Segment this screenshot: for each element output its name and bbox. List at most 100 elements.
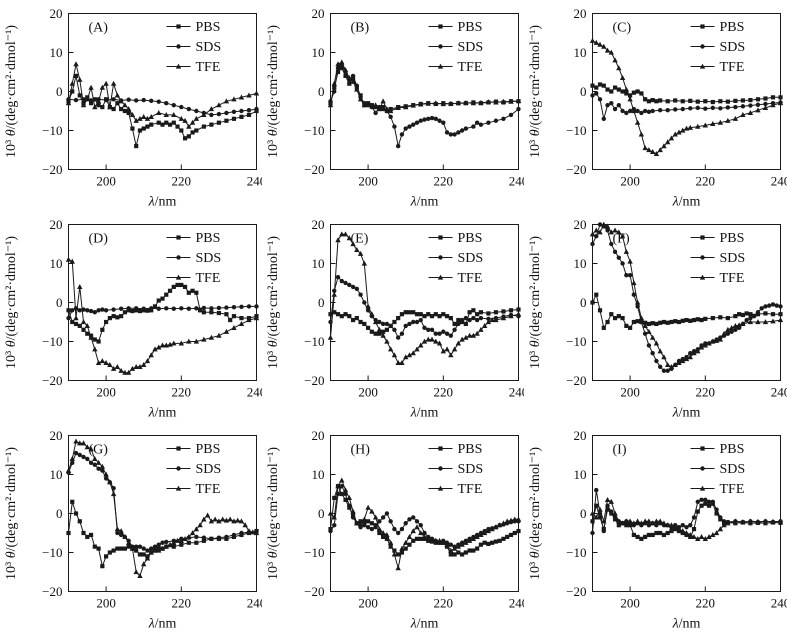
series-PBS-point [605,87,610,92]
series-SDS-point [422,117,427,122]
legend-label-PBS: PBS [196,20,221,35]
series-TFE-point [604,496,611,502]
series-SDS-point [688,106,693,111]
series-TFE-point [489,317,495,323]
series-PBS-point [661,532,667,538]
series-PBS-point [639,91,644,96]
series-SDS-point [224,534,229,540]
series-SDS-point [654,523,659,528]
series-TFE-point [403,539,409,545]
series-SDS-point [471,124,476,129]
legend-item-TFE: TFE [428,271,482,286]
series-PBS-point [224,312,229,317]
series-TFE-point [144,555,151,561]
series-SDS-point [414,519,420,524]
series-TFE-point [418,342,424,348]
series-SDS-point [354,286,360,292]
series-TFE-point [212,516,218,522]
series-PBS-point [167,288,173,293]
series-SDS-point [411,122,416,127]
series-PBS-point [437,314,442,319]
y-tick-label: −20 [566,162,586,177]
series-PBS-point [493,310,499,315]
series-PBS-point [164,120,169,125]
series-TFE-point [65,256,72,262]
series-TFE-point [110,365,117,371]
series-PBS-point [661,319,667,325]
series-SDS-point [680,106,685,112]
series-TFE-point [246,317,252,323]
series-TFE-point [339,59,345,65]
series-PBS-point [92,97,97,102]
series-TFE-point [391,352,398,358]
panel-A-chart: −20 −10 0 10 20 200 220 240 10³ θ/(deg·cm²·dmol⁻… [4,6,262,210]
series-TFE-point [623,86,630,92]
series-TFE-point [238,321,245,327]
series-PBS-point [407,542,412,547]
series-PBS-point [703,501,708,506]
series-TFE-point [384,338,390,344]
series-SDS-point [590,241,595,247]
series-TFE-point [342,231,349,237]
series-TFE-point [372,319,379,325]
y-tick-label: −20 [42,162,62,177]
series-TFE [65,256,260,375]
series-SDS-point [463,315,469,321]
legend-circle-marker [176,255,181,260]
series-TFE-point [231,324,237,330]
series-TFE-point [410,102,416,108]
series-TFE-point [354,86,360,92]
series-TFE-point [178,340,184,346]
series-SDS-point [201,535,207,540]
legend-label-SDS: SDS [458,40,484,55]
series-TFE-point [612,227,618,233]
series-PBS-point [740,98,745,103]
panel-letter-A: (A) [89,21,109,36]
series-SDS-point [759,306,764,311]
series-SDS-point [714,507,719,512]
series-PBS-point [186,540,191,545]
series-TFE-point [665,139,671,145]
series-PBS-point [590,300,595,305]
x-tick-label: 240 [771,174,787,189]
series-SDS-point [194,534,199,540]
series-TFE-point [619,233,626,239]
series-PBS-point [597,82,603,87]
series-PBS-point [216,310,221,316]
series-TFE-point [604,47,611,53]
series-TFE-point [676,360,682,366]
y-tick-label: −10 [304,123,324,138]
series-TFE-point [440,539,446,545]
series-TFE-point [777,100,784,106]
series-TFE-point [440,101,446,107]
series-TFE-point [114,92,121,98]
series-TFE [327,477,522,571]
series-PBS-point [414,536,420,541]
x-tick-label: 200 [358,385,378,400]
series-TFE-point [331,514,337,520]
series-PBS-point [605,319,610,325]
legend-item-PBS: PBS [690,231,744,246]
series-TFE-point [223,328,230,334]
series-TFE-point [657,348,663,354]
legend-item-SDS: SDS [166,462,221,477]
series-TFE-point [350,78,356,84]
series-TFE-point [672,131,678,137]
series-PBS-point [631,90,636,95]
series-PBS-point [486,541,491,547]
legend-item-SDS: SDS [166,251,221,266]
series-PBS-point [130,308,135,314]
y-tick-label: −20 [566,584,586,599]
legend-circle-marker [176,466,181,471]
series-PBS-point [646,532,651,538]
series-TFE-point [515,516,522,522]
y-tick-label: 10 [50,467,63,482]
series-PBS-point [179,128,184,133]
series-TFE-point [717,119,724,125]
series-TFE-point [515,97,522,103]
series-PBS-point [778,312,783,317]
series-PBS-point [81,530,86,536]
series-TFE-point [695,348,701,354]
series-TFE-point [77,76,83,82]
series-TFE-point [118,367,124,373]
